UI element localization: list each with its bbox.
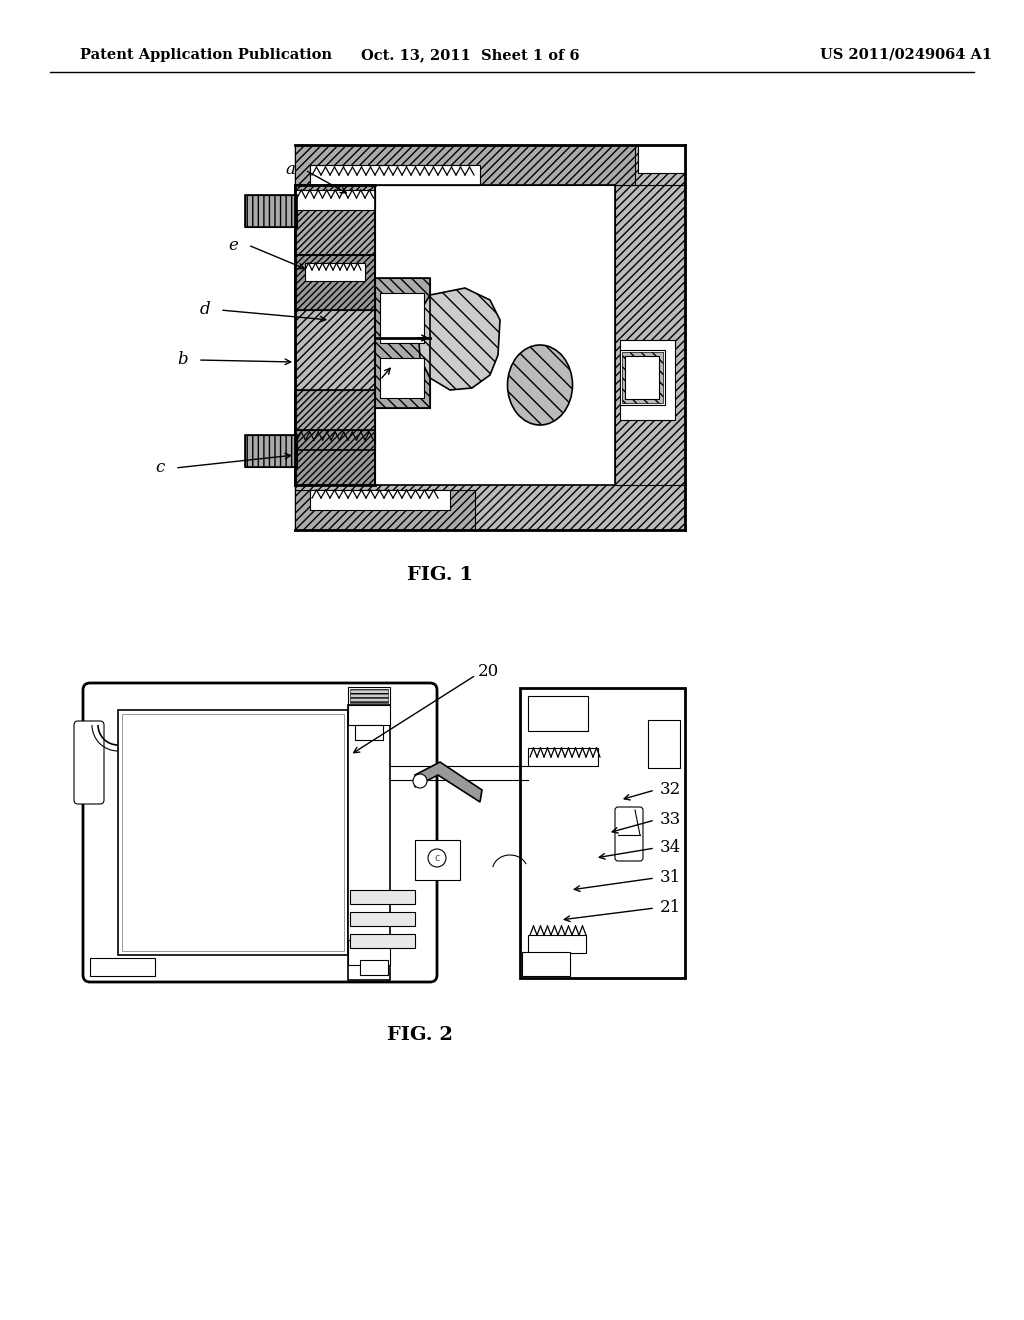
Circle shape	[413, 774, 427, 788]
Bar	[615, 185, 685, 484]
Bar	[295, 490, 475, 531]
Bar	[520, 688, 685, 978]
Bar	[528, 748, 598, 766]
Bar	[295, 255, 375, 310]
Bar	[245, 195, 297, 227]
Bar	[360, 960, 388, 975]
Bar	[90, 958, 155, 975]
Text: 33: 33	[660, 812, 681, 829]
Text: c: c	[434, 853, 439, 863]
Bar	[625, 356, 659, 399]
Text: 20: 20	[478, 664, 500, 681]
Bar	[295, 145, 635, 185]
Bar	[295, 185, 375, 255]
Bar	[295, 389, 375, 450]
Bar	[348, 940, 390, 965]
Bar	[415, 840, 460, 880]
Bar	[348, 686, 390, 705]
Bar	[350, 689, 388, 704]
Bar	[648, 719, 680, 768]
Bar	[295, 190, 375, 210]
Bar	[350, 935, 415, 948]
Bar	[375, 279, 430, 408]
Text: US 2011/0249064 A1: US 2011/0249064 A1	[820, 48, 992, 62]
Bar	[295, 255, 375, 310]
Bar	[638, 145, 685, 173]
Bar	[348, 705, 390, 725]
Text: 21: 21	[660, 899, 681, 916]
Text: 32: 32	[660, 781, 681, 799]
Bar	[245, 436, 297, 467]
Bar	[305, 263, 365, 281]
Bar	[310, 490, 450, 510]
Bar	[295, 145, 685, 531]
Bar	[245, 436, 297, 467]
Bar	[310, 165, 480, 185]
FancyBboxPatch shape	[615, 807, 643, 861]
Bar	[620, 341, 675, 420]
Text: Oct. 13, 2011  Sheet 1 of 6: Oct. 13, 2011 Sheet 1 of 6	[360, 48, 580, 62]
Bar	[375, 185, 615, 484]
Bar	[245, 195, 297, 227]
Text: FIG. 1: FIG. 1	[407, 566, 473, 583]
Text: c: c	[156, 459, 165, 477]
Text: d: d	[200, 301, 210, 318]
Bar	[375, 279, 430, 408]
Bar	[622, 352, 663, 403]
FancyBboxPatch shape	[74, 721, 104, 804]
Bar	[620, 350, 665, 405]
Text: 31: 31	[660, 870, 681, 887]
Text: b: b	[177, 351, 188, 368]
Bar	[348, 705, 390, 979]
Bar	[122, 714, 344, 950]
Text: Patent Application Publication: Patent Application Publication	[80, 48, 332, 62]
Polygon shape	[415, 762, 482, 803]
Bar	[295, 389, 375, 450]
Circle shape	[428, 849, 446, 867]
Bar	[522, 952, 570, 975]
Bar	[350, 890, 415, 904]
Bar	[380, 293, 424, 343]
Bar	[118, 710, 348, 954]
Text: a: a	[285, 161, 295, 178]
Polygon shape	[418, 288, 500, 389]
Bar	[528, 696, 588, 731]
Text: FIG. 2: FIG. 2	[387, 1026, 453, 1044]
Bar	[350, 912, 415, 927]
Text: 34: 34	[660, 840, 681, 857]
Bar	[295, 430, 375, 484]
Bar	[295, 430, 375, 484]
Ellipse shape	[508, 345, 572, 425]
FancyBboxPatch shape	[83, 682, 437, 982]
Bar	[528, 935, 586, 953]
Bar	[355, 725, 383, 741]
Bar	[380, 358, 424, 399]
Bar	[295, 185, 375, 255]
Text: e: e	[228, 236, 238, 253]
